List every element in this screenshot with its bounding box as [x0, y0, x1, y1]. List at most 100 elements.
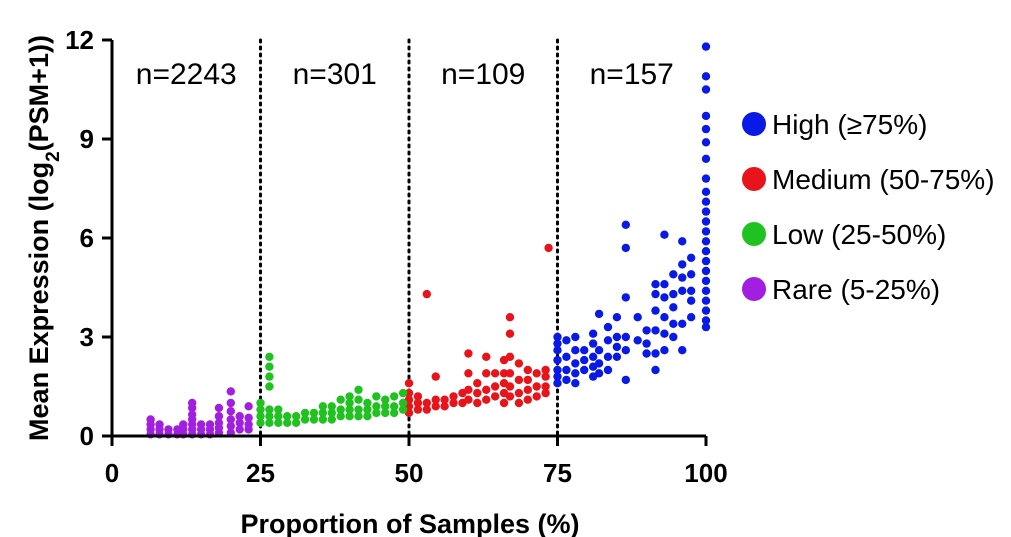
data-point	[514, 388, 524, 398]
data-point	[283, 412, 292, 421]
data-point	[532, 392, 541, 401]
data-point	[571, 346, 580, 355]
data-point	[669, 332, 678, 342]
data-point	[553, 355, 562, 365]
data-point	[327, 402, 336, 411]
data-point	[440, 402, 449, 411]
data-point	[562, 365, 571, 375]
data-point	[291, 418, 301, 427]
data-point	[541, 365, 550, 375]
data-point	[701, 286, 711, 295]
data-point	[562, 336, 571, 345]
data-point	[612, 352, 622, 361]
data-point	[490, 392, 500, 401]
data-point	[701, 237, 711, 246]
data-point	[553, 346, 562, 355]
data-point	[265, 418, 274, 427]
data-point	[482, 369, 491, 378]
data-point	[514, 398, 524, 408]
data-point	[226, 421, 235, 431]
x-axis-title: Proportion of Samples (%)	[240, 509, 579, 537]
data-point	[651, 280, 660, 289]
data-point	[327, 415, 336, 424]
legend-marker	[742, 112, 766, 136]
data-point	[422, 405, 432, 414]
data-point	[205, 420, 215, 429]
data-point	[464, 349, 473, 358]
data-point	[594, 346, 604, 355]
data-point	[473, 398, 482, 408]
data-point	[621, 293, 631, 302]
x-tick-label: 50	[395, 458, 424, 488]
data-point	[701, 111, 711, 121]
data-point	[473, 388, 482, 398]
data-point	[309, 415, 319, 424]
data-point	[678, 346, 687, 355]
y-tick-label: 9	[80, 124, 94, 154]
data-point	[327, 408, 336, 418]
data-point	[651, 289, 660, 299]
data-point	[541, 388, 550, 398]
data-point	[701, 276, 711, 286]
data-point	[226, 398, 235, 408]
data-point	[651, 365, 660, 375]
data-point	[594, 309, 604, 319]
group-count-label: n=2243	[136, 58, 237, 91]
data-point	[562, 375, 571, 385]
x-tick-label: 100	[684, 458, 727, 488]
data-point	[265, 382, 274, 391]
data-point	[256, 398, 265, 408]
data-point	[541, 372, 550, 381]
data-point	[482, 395, 491, 404]
data-point	[345, 412, 354, 421]
data-point	[381, 395, 390, 404]
data-point	[274, 412, 283, 421]
y-axis-ticks: 0 3 6 9 12	[65, 25, 112, 451]
data-point	[701, 247, 711, 256]
data-point	[514, 375, 524, 385]
data-point	[553, 339, 562, 348]
y-tick-label: 3	[80, 322, 94, 352]
data-point	[274, 405, 283, 414]
data-point	[621, 346, 631, 355]
data-point	[678, 273, 687, 282]
x-axis-ticks: 0 25 50 75 100	[105, 436, 728, 488]
data-point	[701, 174, 711, 183]
data-point	[571, 359, 580, 368]
data-point	[449, 392, 458, 401]
data-point	[413, 398, 423, 408]
group-count-label: n=301	[293, 58, 377, 91]
data-point	[235, 425, 244, 434]
data-point	[389, 392, 399, 401]
data-point	[678, 237, 687, 246]
data-point	[235, 418, 244, 427]
data-point	[300, 408, 310, 418]
data-point	[256, 412, 265, 421]
data-point	[701, 187, 711, 196]
data-point	[571, 369, 580, 378]
data-point	[173, 425, 182, 434]
data-point	[398, 405, 408, 414]
x-tick-label: 25	[246, 458, 275, 488]
data-point	[651, 326, 660, 335]
data-point	[482, 352, 491, 361]
data-point	[381, 408, 390, 418]
legend: High (≥75%) Medium (50-75%) Low (25-50%) Ra…	[742, 109, 995, 305]
data-point	[354, 385, 363, 394]
data-point	[214, 418, 224, 427]
data-point	[588, 352, 598, 361]
data-point	[372, 402, 381, 411]
data-point	[532, 369, 541, 378]
group-count-labels: n=2243 n=301 n=109 n=157	[136, 58, 674, 91]
quartile-dividers	[259, 38, 559, 438]
data-point	[505, 329, 515, 338]
data-point	[701, 72, 711, 81]
data-point	[336, 395, 345, 404]
group-count-label: n=157	[590, 58, 674, 91]
data-point	[544, 243, 553, 253]
data-point	[155, 420, 164, 429]
data-point	[651, 306, 660, 315]
data-point	[571, 379, 580, 388]
data-point	[300, 415, 310, 424]
